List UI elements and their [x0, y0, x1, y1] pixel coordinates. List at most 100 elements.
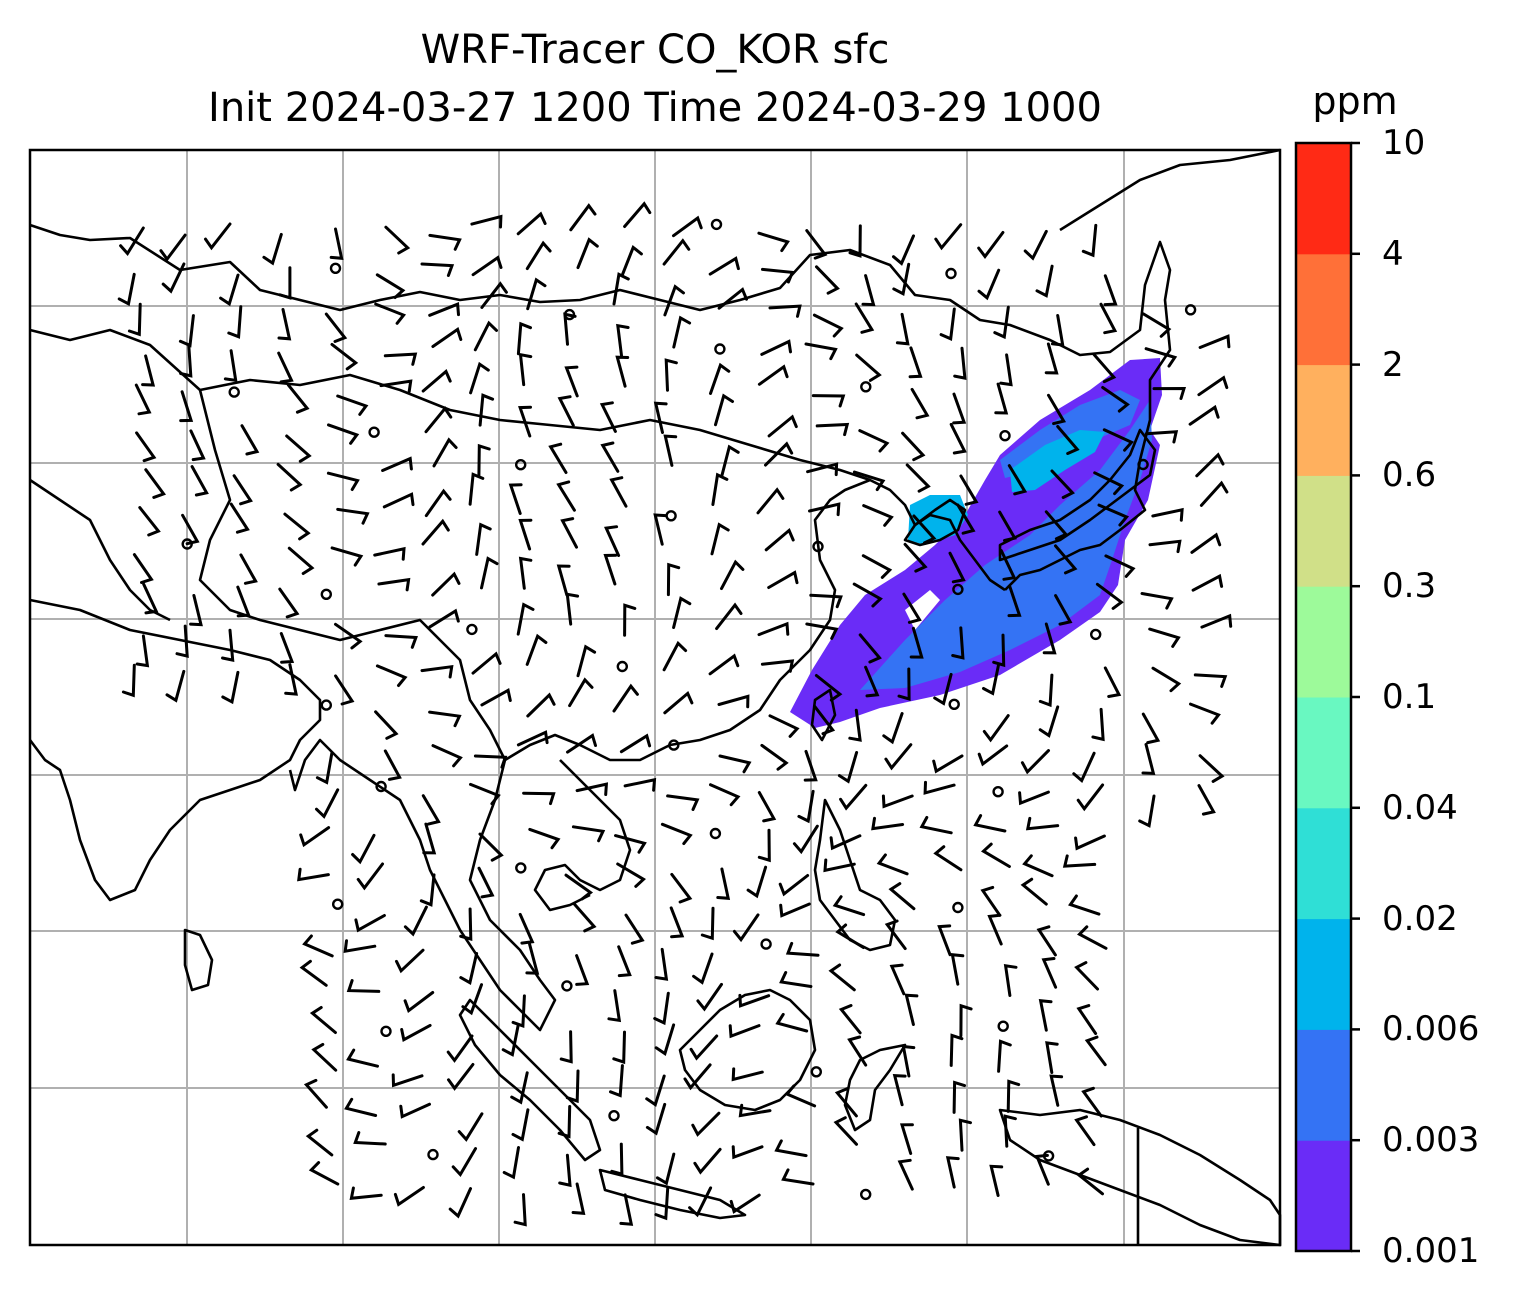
map-frame — [28, 148, 1282, 1247]
wind-barb — [223, 349, 238, 383]
wind-barb — [1023, 229, 1048, 261]
wind-barb — [571, 1182, 586, 1215]
calm-wind-circle — [320, 588, 332, 600]
coastline-japan — [998, 428, 1157, 562]
wind-barb — [1081, 223, 1098, 258]
wind-barb — [662, 640, 688, 672]
calm-wind-circle — [608, 1109, 620, 1122]
wind-barb — [471, 651, 502, 675]
wind-barb — [779, 971, 813, 988]
wind-barb — [897, 1158, 914, 1191]
coastline-borneo — [678, 988, 817, 1112]
wind-barb — [949, 1033, 964, 1067]
wind-barb — [945, 1156, 960, 1189]
wind-barb — [933, 845, 963, 872]
wind-barb — [696, 982, 723, 1012]
wind-barb — [240, 424, 260, 456]
wind-barb — [189, 594, 203, 627]
wind-barb — [375, 273, 406, 299]
colorbar-segment — [1296, 697, 1351, 809]
wind-barb — [720, 444, 740, 478]
wind-barb — [1034, 1153, 1050, 1186]
wind-barb — [1042, 622, 1057, 655]
wind-barb — [708, 653, 740, 676]
wind-barb — [511, 994, 526, 1028]
wind-barb — [508, 483, 523, 515]
calm-wind-circle — [810, 1066, 822, 1078]
wind-barb — [229, 502, 250, 534]
colorbar-segment — [1296, 253, 1351, 366]
wind-barb — [1056, 425, 1080, 455]
wind-barb — [599, 401, 617, 433]
wind-barb — [764, 441, 794, 467]
wind-barb — [892, 262, 911, 296]
wind-barb — [729, 1193, 761, 1214]
wind-barb — [127, 302, 142, 337]
wind-barb — [838, 1004, 862, 1035]
wind-barb — [1036, 925, 1057, 957]
wind-barb — [828, 963, 856, 992]
wind-barb — [655, 1152, 676, 1186]
wind-barb — [616, 862, 646, 888]
wind-barb — [287, 546, 315, 575]
chart-title-line-1: WRF-Tracer CO_KOR sfc — [420, 27, 890, 73]
border-central-asia — [29, 328, 201, 391]
wind-barb — [977, 268, 1001, 301]
wind-barb — [384, 634, 419, 649]
wind-barb — [1151, 666, 1182, 693]
wind-barb — [1190, 532, 1222, 554]
wind-barb — [516, 730, 549, 747]
colorbar-segment — [1296, 807, 1351, 920]
wind-barb — [473, 320, 498, 352]
wind-barb — [1191, 573, 1224, 592]
wind-barb — [315, 788, 340, 819]
calm-wind-circle — [997, 1020, 1009, 1032]
wind-barb — [1148, 627, 1181, 648]
wind-barb — [1074, 834, 1106, 851]
wind-barb — [557, 395, 575, 427]
wind-barb — [421, 369, 452, 393]
wind-barb — [448, 1187, 472, 1219]
wind-barb — [461, 983, 483, 1016]
wind-barb — [774, 1139, 808, 1158]
calm-wind-circle — [948, 698, 960, 710]
wind-barb — [421, 518, 450, 546]
calm-wind-circle — [760, 938, 772, 950]
colorbar-tick-label: 0.3 — [1382, 566, 1437, 607]
wind-barb — [283, 512, 311, 541]
wind-barb — [1054, 544, 1078, 575]
wind-barb — [982, 662, 1001, 696]
wind-barb — [279, 632, 295, 664]
wind-barb — [354, 914, 386, 933]
calm-wind-circle — [561, 980, 573, 992]
wind-barb — [1047, 393, 1067, 426]
wind-barb — [932, 754, 964, 774]
colorbar-tick-label: 4 — [1382, 233, 1404, 274]
colorbar-tick-label: 2 — [1382, 344, 1404, 385]
calm-wind-circle — [332, 898, 344, 910]
wind-barb — [525, 240, 552, 271]
wind-barb — [832, 895, 866, 917]
wind-barb — [311, 1042, 338, 1072]
wind-barb — [239, 553, 258, 585]
wind-barb — [525, 942, 540, 975]
wind-barb — [1102, 428, 1134, 452]
wind-barb — [232, 474, 253, 506]
wind-barb — [330, 546, 364, 567]
wind-barb — [1138, 794, 1156, 828]
coastlines — [28, 148, 1282, 1247]
wind-barb — [420, 262, 455, 277]
wind-barb — [1148, 539, 1182, 554]
wind-barb — [1091, 707, 1105, 742]
wind-barb — [469, 782, 501, 806]
wind-barb — [717, 694, 750, 709]
wind-barb — [179, 344, 193, 378]
wind-barb — [428, 302, 460, 317]
wind-barb — [663, 434, 678, 467]
wind-barb — [848, 224, 862, 258]
wind-barb — [373, 546, 406, 561]
calm-wind-circle — [812, 540, 824, 553]
wind-barb — [447, 1063, 475, 1091]
border-china-west — [198, 389, 507, 761]
wind-barb — [1038, 999, 1053, 1032]
